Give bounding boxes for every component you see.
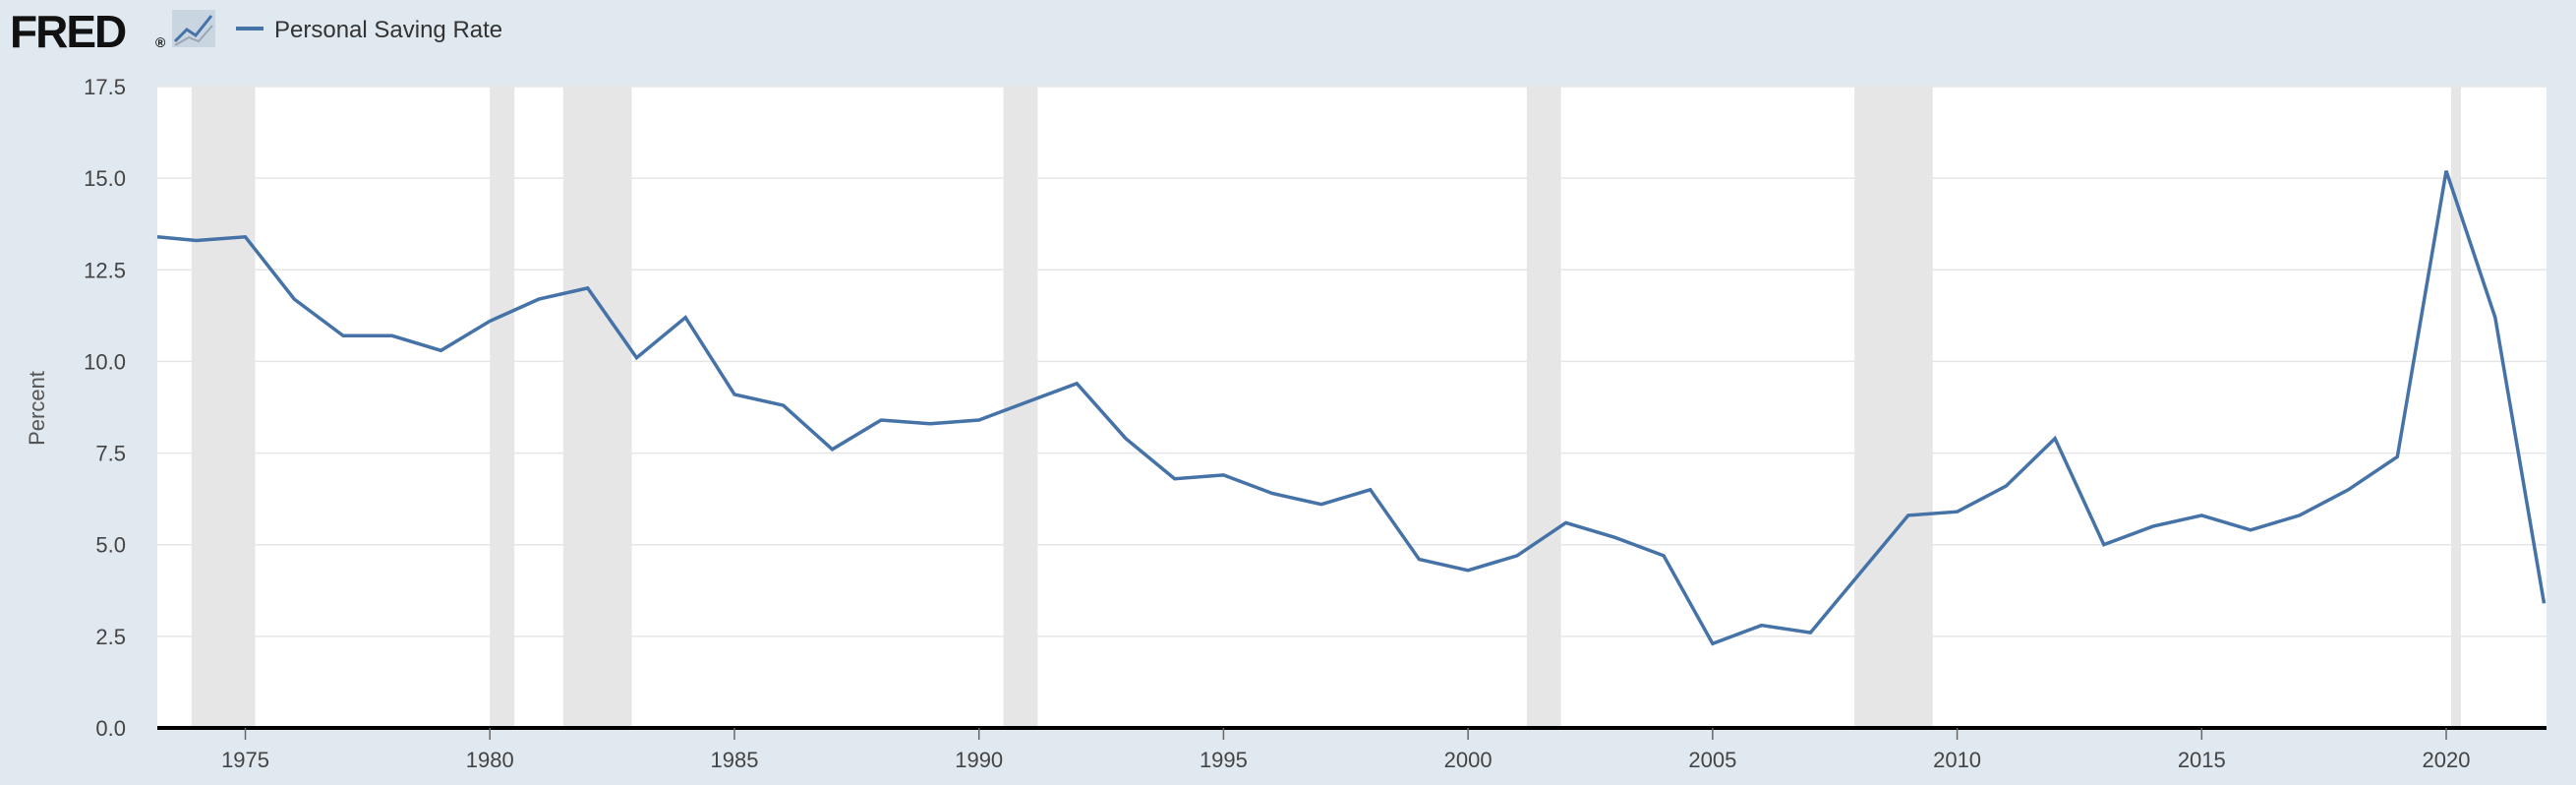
recession-bar-4 xyxy=(1526,87,1561,728)
y-tick-label: 10.0 xyxy=(84,349,126,374)
series-layer xyxy=(156,170,2547,646)
gridlines xyxy=(157,86,2547,637)
x-tick-label: 2005 xyxy=(1688,748,1736,772)
y-tick-label: 0.0 xyxy=(95,716,126,741)
x-tick-label: 2015 xyxy=(2178,748,2226,772)
x-tick-label: 2010 xyxy=(1933,748,1981,772)
plot-area xyxy=(157,87,2547,728)
x-axis-ticks: 1975 1980 1985 1990 1995 2000 2005 2010 2015 2020 xyxy=(221,728,2471,772)
y-tick-label: 5.0 xyxy=(95,533,126,558)
legend: Personal Saving Rate xyxy=(236,17,502,43)
fred-logo[interactable]: FRED ® xyxy=(10,6,215,57)
series-line-personal-saving-rate xyxy=(156,170,2547,646)
x-tick-label: 1995 xyxy=(1200,748,1248,772)
y-axis-title: Percent xyxy=(25,371,49,446)
recession-bar-2 xyxy=(562,87,632,728)
x-tick-label: 2020 xyxy=(2423,748,2471,772)
y-tick-label: 12.5 xyxy=(84,258,126,282)
fred-logo-text: FRED xyxy=(10,6,126,57)
y-axis-ticks: 0.0 2.5 5.0 7.5 10.0 12.5 15.0 17.5 xyxy=(84,75,126,741)
fred-chart-icon xyxy=(172,10,215,47)
recession-bar-6 xyxy=(2450,87,2461,728)
recession-bar-5 xyxy=(1854,87,1933,728)
legend-label-personal-saving-rate: Personal Saving Rate xyxy=(274,17,502,43)
x-tick-label: 1975 xyxy=(221,748,269,772)
recession-bar-1 xyxy=(490,87,515,728)
x-tick-label: 1980 xyxy=(466,748,514,772)
recession-bar-0 xyxy=(191,87,256,728)
y-tick-label: 17.5 xyxy=(84,75,126,99)
y-tick-label: 2.5 xyxy=(95,625,126,649)
fred-registered-mark: ® xyxy=(155,34,166,50)
y-tick-label: 7.5 xyxy=(95,442,126,466)
x-tick-label: 1990 xyxy=(955,748,1003,772)
x-tick-label: 2000 xyxy=(1444,748,1493,772)
x-tick-label: 1985 xyxy=(711,748,759,772)
y-tick-label: 15.0 xyxy=(84,166,126,191)
